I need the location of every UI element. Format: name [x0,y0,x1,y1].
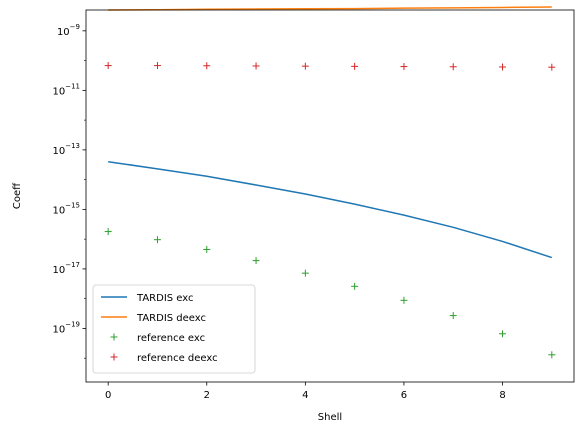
legend-label: TARDIS exc [136,293,194,304]
data-point [400,296,408,304]
legend-box [92,284,256,374]
data-point [548,63,556,71]
x-tick-label: 4 [302,390,308,401]
legend-label: TARDIS deexc [136,313,206,324]
data-point [351,62,359,70]
data-point [252,62,260,70]
data-point [449,312,457,320]
y-tick-label: 10−13 [52,142,80,157]
plot-area [104,6,556,359]
legend-label: reference deexc [137,353,218,364]
legend-label: reference exc [137,333,205,344]
series-line [108,160,553,259]
axes-frame [85,9,575,383]
data-point [301,269,309,277]
data-point [153,62,161,70]
y-tick-label: 10−9 [57,23,80,38]
y-tick-label: 10−11 [52,82,80,97]
x-tick-label: 8 [499,390,505,401]
data-point [499,330,507,338]
data-point [301,62,309,70]
data-point [449,63,457,71]
axis-ticks: 0 2 4 6 8 10−19 10−17 10−15 10−13 10−11 10−9 [52,23,505,401]
y-axis-label: Coeff [12,182,23,209]
data-point [104,228,112,236]
data-point [203,245,211,253]
x-tick-label: 6 [401,390,407,401]
legend: TARDIS exc TARDIS deexc reference exc refer… [92,284,256,374]
series-line [108,6,552,11]
data-point [351,282,359,290]
data-point [400,63,408,71]
y-tick-label: 10−17 [52,261,80,276]
y-tick-label: 10−15 [52,201,80,216]
data-point [104,62,112,70]
y-tick-label: 10−19 [52,320,80,335]
data-point [203,62,211,70]
data-point [499,63,507,71]
data-point [548,351,556,359]
data-point [252,257,260,265]
x-axis-label: Shell [318,412,342,423]
x-tick-label: 2 [204,390,210,401]
data-point [153,236,161,244]
x-tick-label: 0 [105,390,111,401]
